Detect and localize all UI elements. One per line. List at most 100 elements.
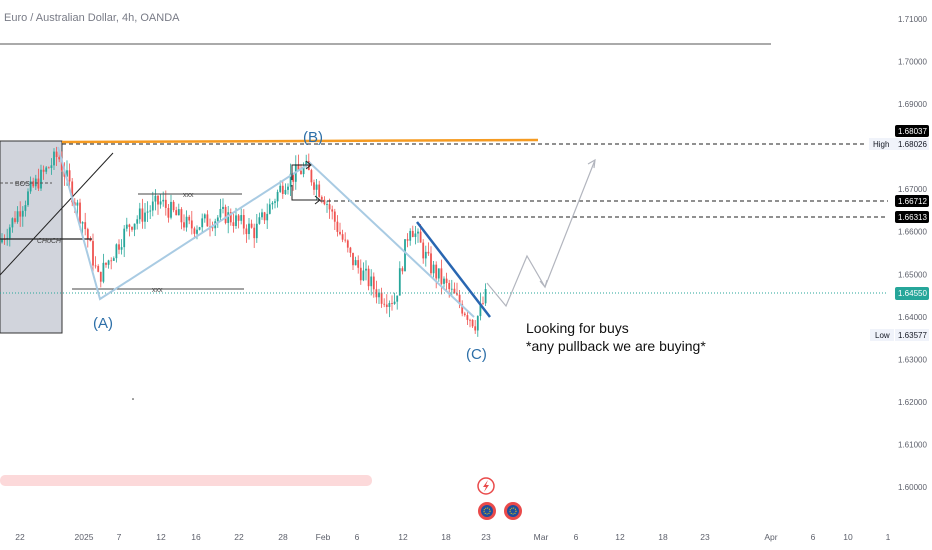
bos-arrow-up [291,164,311,180]
candle-body [302,166,305,175]
candle-body [136,219,139,224]
candle-body [271,202,274,205]
candle-body [203,214,206,219]
candle-body [115,244,118,259]
channel-line[interactable] [416,221,491,318]
price-tick-label: 1.66000 [898,228,927,237]
time-axis[interactable]: 22 2025 7 12 16 22 28 Feb 6 12 18 23 Mar 6 12 18 23 Apr 6 1… [15,532,890,542]
projection-path[interactable] [486,159,596,308]
candle-body [229,212,232,223]
candle-body [232,222,235,226]
candle-body [313,182,315,190]
candle-body [482,303,484,305]
candle-body [391,303,393,304]
candle-body [235,215,237,226]
time-tick-label: 10 [843,532,853,542]
time-tick-label: 1 [886,532,891,542]
candle-body [349,247,352,253]
candle-body [40,169,42,189]
candle-body [261,212,263,218]
candle-body [58,157,61,160]
calendar-flag-icon[interactable] [504,502,522,520]
candle-body [279,185,282,192]
candle-body [133,223,136,230]
candle-body [253,227,256,239]
candle-body [427,251,430,254]
note-line-1: Looking for buys [526,320,629,336]
orange-resistance-line[interactable] [61,138,539,144]
candle-body [211,227,214,229]
candle-body [388,303,391,307]
choch-label: CHoCH [37,238,62,245]
svg-text:1.68037: 1.68037 [898,127,927,136]
candle-body [110,260,113,262]
candle-body [183,222,185,228]
time-tick-label: 18 [441,532,451,542]
candle-body [471,319,474,327]
candle-body [419,231,422,243]
candle-body [258,217,261,224]
candle-body [354,260,357,266]
candle-body [16,211,19,222]
candle-body [287,186,289,190]
xxx-label-bottom: xxx [152,287,163,294]
candle-body [320,196,323,200]
price-tick-label: 1.63000 [898,355,927,364]
calendar-flag-icon[interactable] [478,502,496,520]
candle-body [190,220,193,229]
candle-body [97,266,100,272]
candle-body [383,303,386,305]
candle-body [24,205,27,211]
price-tick-label: 1.65000 [898,270,927,279]
time-tick-label: 16 [191,532,201,542]
candle-body [393,301,396,304]
candle-body [188,216,191,221]
candle-body [323,199,326,205]
candle-body [86,229,89,240]
time-tick-label: 28 [278,532,288,542]
lightning-icon[interactable] [477,477,495,495]
candle-body [435,264,438,279]
arrow-head [305,160,312,170]
candle-body [463,313,466,316]
candle-body [333,211,336,222]
candle-body [177,209,180,216]
candle-body [170,201,172,218]
candle-body [479,303,482,317]
candle-body [157,195,159,205]
low-tag: Low 1.63577 [870,329,929,341]
price-tick-label: 1.64000 [898,313,927,322]
time-tick-label: 2025 [75,532,94,542]
candle-body [359,267,362,281]
candle-body [125,224,128,229]
candle-body [224,206,227,223]
candle-body [453,288,456,294]
svg-text:1.68026: 1.68026 [898,140,927,149]
candle-body [206,214,209,227]
candle-body [458,294,461,305]
time-tick-label: Mar [534,532,549,542]
candle-body [328,204,331,210]
level-3-tag: 1.66313 [895,211,929,223]
trend-line[interactable] [0,152,114,276]
time-tick-label: 18 [658,532,668,542]
time-tick-label: 23 [700,532,710,542]
candle-body [378,292,380,298]
candle-body [240,215,243,221]
candle-body [266,213,269,221]
candle-body [172,201,175,211]
projection-arrow-head [587,158,596,169]
candle-body [268,204,271,214]
candle-body [422,242,425,259]
high-tag: High 1.68026 [869,138,929,150]
candle-body [19,211,22,217]
candle-body [193,228,196,234]
elliott-wave-lines[interactable] [57,146,475,318]
candles-layer [1,146,487,337]
candle-body [112,258,115,261]
candle-body [201,218,204,228]
price-tick-label: 1.69000 [898,100,927,109]
price-tick-label: 1.61000 [898,440,927,449]
